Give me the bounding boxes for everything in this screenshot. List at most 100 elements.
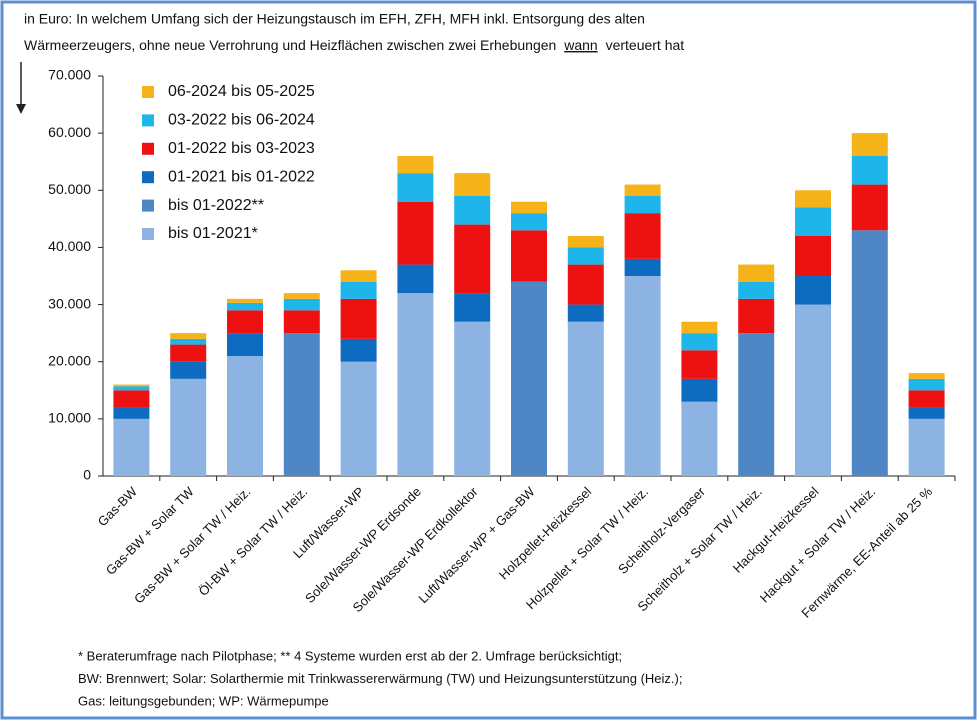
bar-segment (113, 407, 150, 419)
bar-segment (908, 418, 945, 476)
bar-segment (397, 201, 434, 265)
bar-segment (908, 407, 945, 419)
bar-segment (851, 156, 888, 185)
bar-segment (851, 184, 888, 231)
title-emphasis: wann (563, 37, 597, 53)
bar-segment (795, 304, 831, 476)
legend-swatch (142, 142, 154, 155)
bar-segment (113, 390, 150, 408)
legend-swatch (142, 114, 154, 127)
legend-label: 01-2022 bis 03-2023 (168, 140, 315, 157)
y-tick-label: 20.000 (48, 352, 91, 368)
footnote: Gas: leitungsgebunden; WP: Wärmepumpe (78, 693, 329, 708)
bar-segment (851, 230, 888, 476)
bar-segment (113, 386, 150, 391)
bar-segment (170, 378, 207, 476)
bar-segment (170, 344, 207, 362)
chart-title: in Euro: In welchem Umfang sich der Heiz… (24, 11, 645, 27)
y-tick-label: 0 (83, 467, 91, 483)
bar-segment (795, 190, 831, 208)
bar-segment (567, 236, 604, 248)
bar-segment (567, 304, 604, 322)
bar-segment (113, 384, 150, 387)
legend-label: bis 01-2022** (168, 197, 264, 214)
legend-swatch (142, 86, 154, 98)
bar-segment (170, 361, 207, 379)
bar-segment (681, 378, 718, 402)
legend-swatch (142, 199, 154, 212)
bar-segment (908, 373, 945, 379)
y-tick-label: 60.000 (48, 124, 91, 140)
bar-segment (227, 302, 263, 311)
bar-segment (511, 213, 547, 231)
legend-label: bis 01-2021* (168, 225, 258, 242)
bar-segment (340, 270, 377, 282)
bar-segment (624, 213, 661, 259)
bar-segment (908, 378, 945, 391)
y-tick-label: 70.000 (48, 67, 91, 83)
bar-segment (397, 173, 434, 202)
bar-segment (340, 361, 377, 476)
bar-segment (624, 258, 661, 276)
bar-segment (397, 293, 434, 476)
bar-segment (454, 196, 491, 225)
bar-segment (511, 201, 547, 214)
y-tick-label: 40.000 (48, 238, 91, 254)
bar-segment (738, 264, 775, 282)
bar-segment (681, 321, 718, 334)
legend-swatch (142, 228, 154, 240)
bar-segment (738, 281, 775, 299)
bar-segment (567, 264, 604, 305)
title-part: Wärmeerzeugers, ohne neue Verrohrung und… (24, 37, 556, 53)
bar-segment (908, 390, 945, 408)
footnote: * Beraterumfrage nach Pilotphase; ** 4 S… (78, 648, 622, 663)
bar-segment (454, 293, 491, 322)
bar-segment (567, 321, 604, 476)
bar-segment (795, 276, 831, 305)
bar-segment (340, 298, 377, 339)
bar-segment (283, 293, 320, 299)
legend-swatch (142, 171, 154, 184)
bar-segment (851, 133, 888, 156)
arrow-head (16, 104, 26, 114)
bar-segment (567, 247, 604, 265)
bar-segment (227, 333, 263, 356)
legend-label: 01-2021 bis 01-2022 (168, 168, 315, 185)
bar-segment (454, 173, 491, 196)
bar-segment (738, 333, 775, 476)
chart-title: Wärmeerzeugers, ohne neue Verrohrung und… (24, 37, 684, 53)
legend-label: 03-2022 bis 06-2024 (168, 112, 315, 129)
bar-segment (283, 310, 320, 334)
bar-segment (454, 224, 491, 294)
bar-segment (681, 333, 718, 351)
bar-segment (738, 298, 775, 334)
legend-label: 06-2024 bis 05-2025 (168, 83, 315, 100)
bar-segment (681, 401, 718, 476)
footnote: BW: Brennwert; Solar: Solarthermie mit T… (78, 671, 682, 686)
bar-segment (113, 418, 150, 476)
bar-segment (227, 356, 263, 476)
bar-segment (227, 310, 263, 334)
y-tick-label: 10.000 (48, 410, 91, 426)
bar-segment (170, 333, 207, 339)
bar-segment (397, 156, 434, 174)
bar-segment (795, 236, 831, 276)
bar-segment (795, 207, 831, 236)
title-part: verteuert hat (606, 37, 685, 53)
bar-segment (511, 281, 547, 476)
bar-segment (283, 298, 320, 311)
bar-segment (340, 338, 377, 362)
bar-segment (624, 276, 661, 476)
bar-segment (227, 298, 263, 303)
bar-segment (681, 350, 718, 379)
bar-segment (170, 338, 207, 345)
y-tick-label: 30.000 (48, 295, 91, 311)
bar-segment (283, 333, 320, 476)
bar-segment (624, 196, 661, 214)
bar-segment (454, 321, 491, 476)
bar-segment (397, 264, 434, 294)
bar-segment (511, 230, 547, 282)
bar-segment (340, 281, 377, 299)
bar-segment (624, 184, 661, 196)
